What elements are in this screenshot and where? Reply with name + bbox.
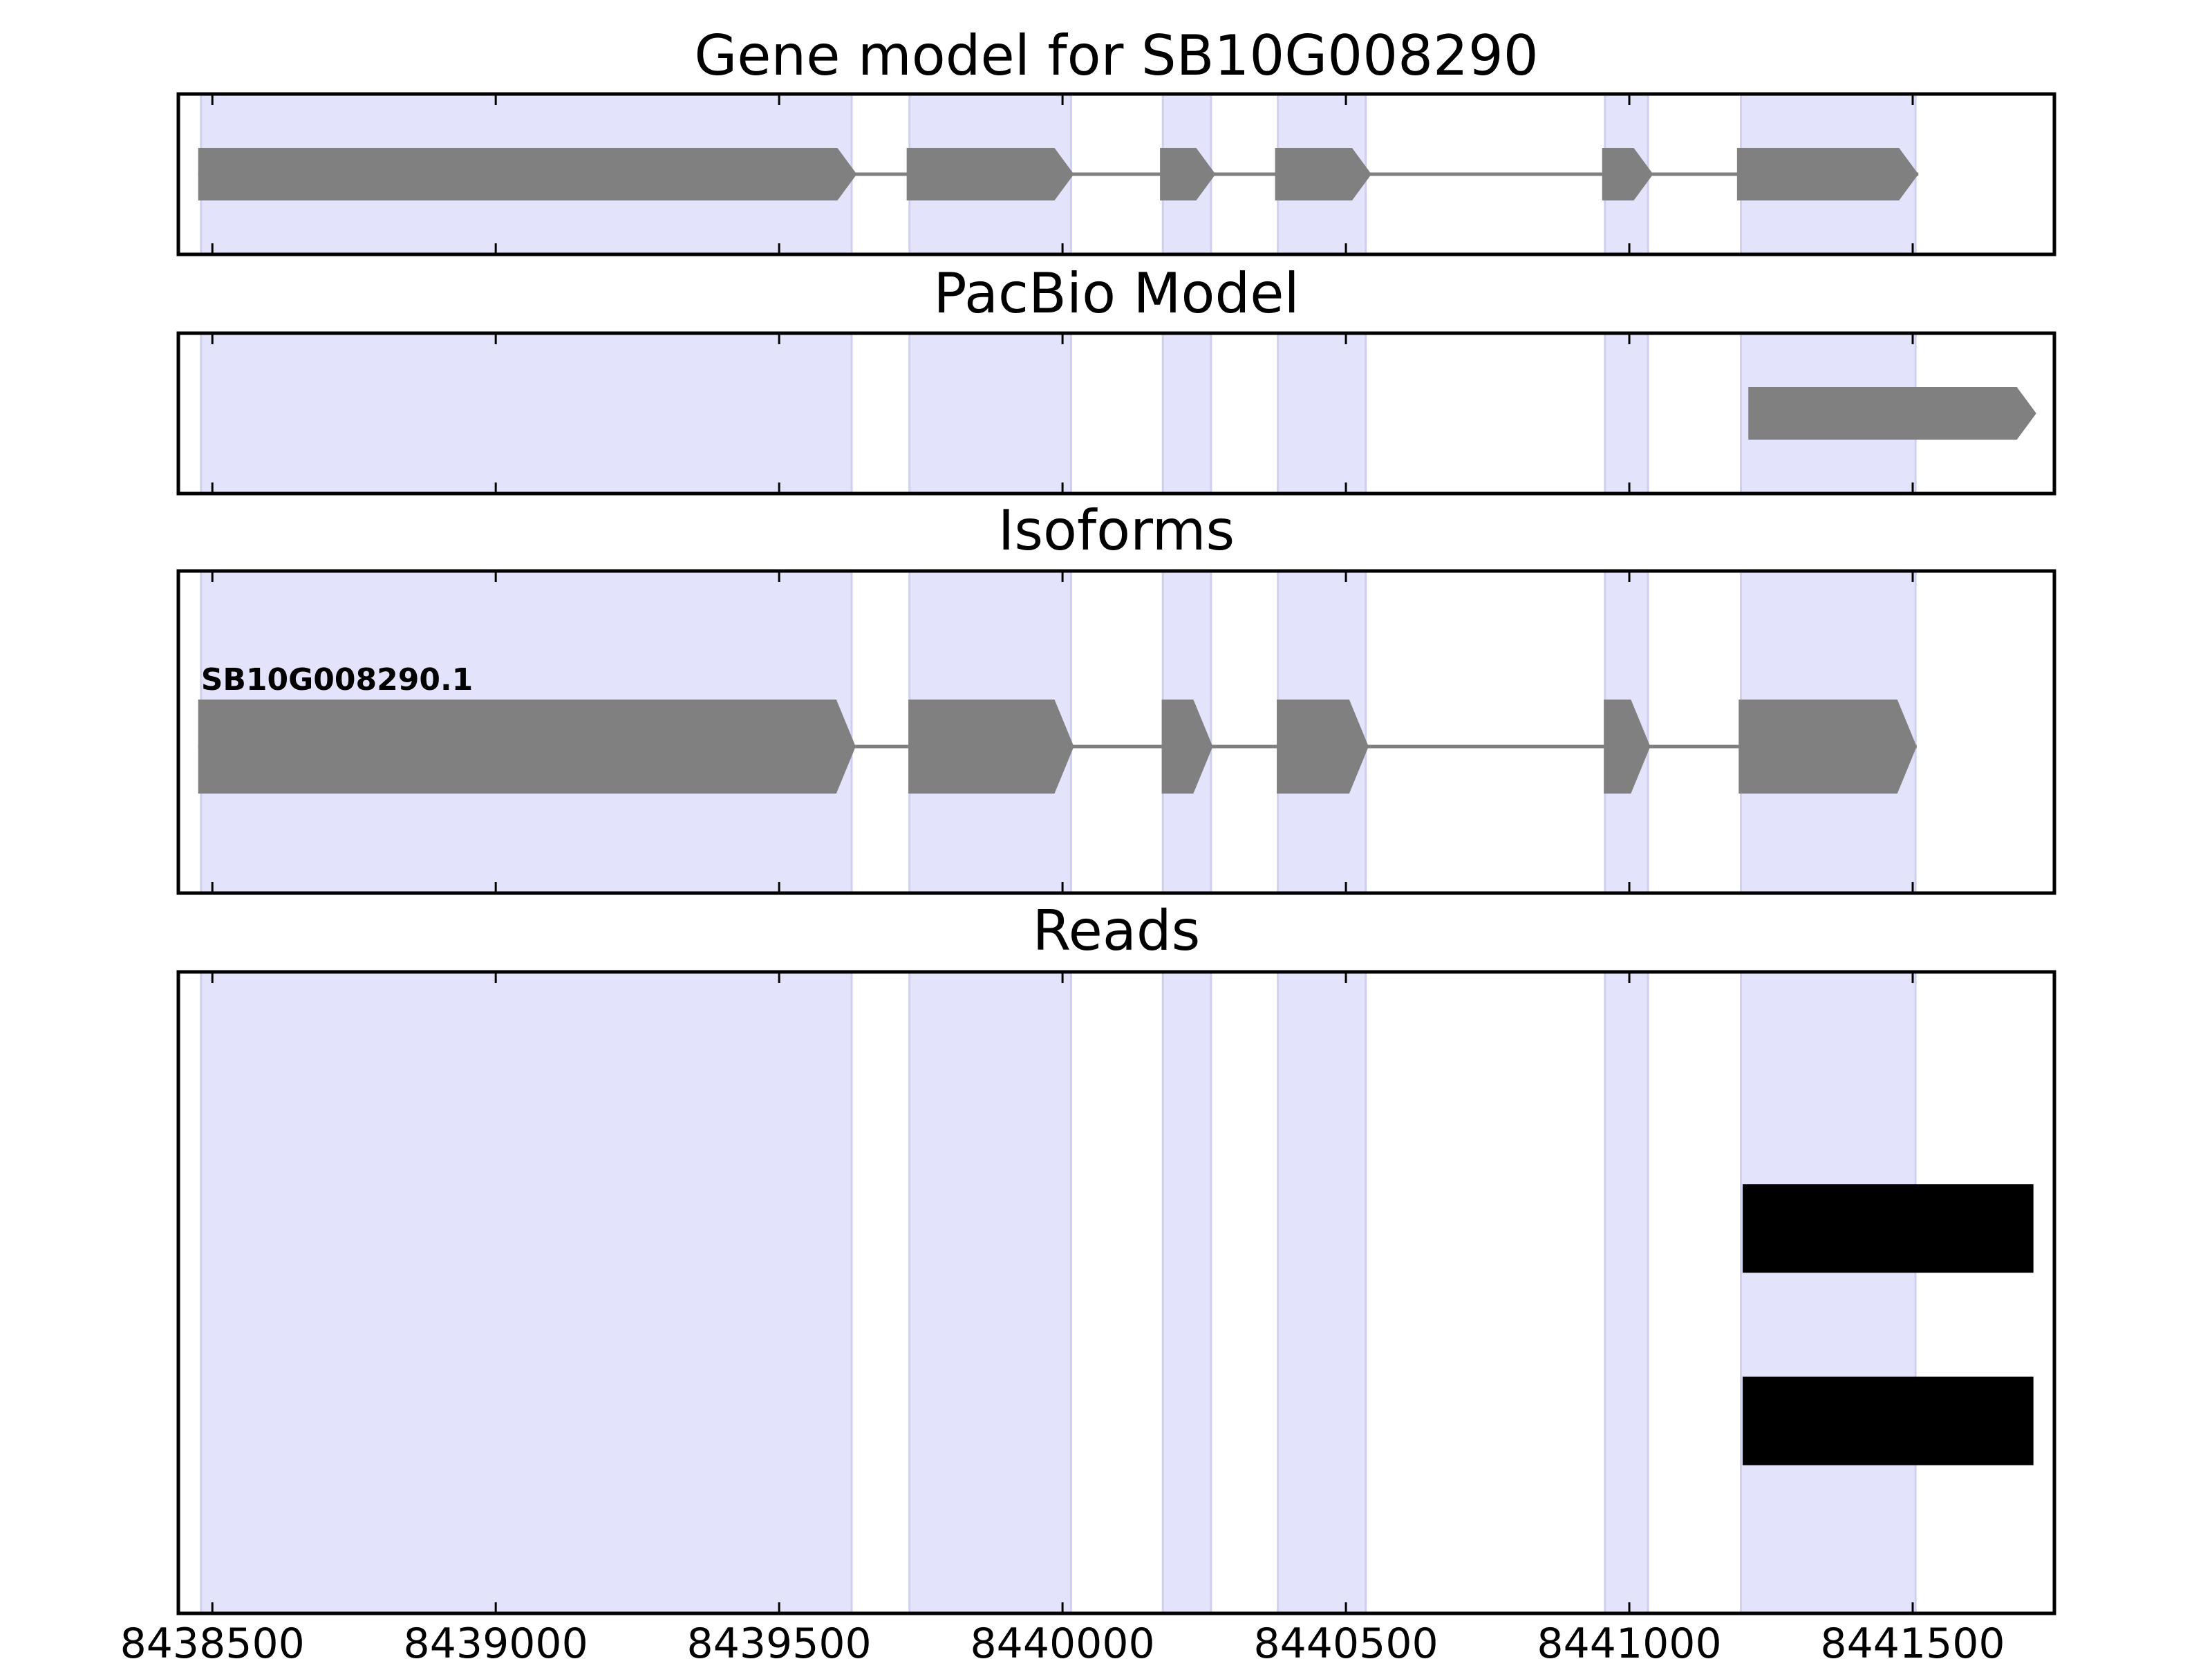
- exon-block: [1277, 700, 1369, 794]
- exon-shading-band: [1161, 332, 1212, 495]
- panel-frame: [176, 92, 2056, 256]
- exon-block: [908, 700, 1074, 794]
- panel-title: Reads: [1033, 899, 1201, 963]
- exon-shading-band: [1740, 971, 1917, 1615]
- exon-shading-band: [200, 332, 853, 495]
- exon-shading-band: [1161, 971, 1212, 1615]
- exon-block: [198, 148, 857, 200]
- exon-block: [1738, 700, 1917, 794]
- exon-shading-band: [1604, 332, 1649, 495]
- exon-block: [198, 700, 856, 794]
- panel-frame: [176, 569, 2056, 895]
- exon-block: [1160, 148, 1216, 200]
- panel-frame: [176, 970, 2056, 1615]
- exon-block: [906, 148, 1074, 200]
- panel-title: Isoforms: [998, 498, 1235, 563]
- exon-block: [1748, 387, 2036, 440]
- x-tick-label: 8439500: [687, 1620, 872, 1659]
- exon-shading-band: [908, 971, 1072, 1615]
- x-tick-label: 8441500: [1820, 1620, 2005, 1659]
- exon-block: [1161, 700, 1213, 794]
- exon-block: [1275, 148, 1371, 200]
- isoform-label: SB10G008290.1: [201, 662, 474, 697]
- x-tick-label: 8440500: [1253, 1620, 1438, 1659]
- exon-shading-band: [908, 332, 1072, 495]
- exon-block: [1604, 700, 1651, 794]
- read-bar: [1743, 1184, 2034, 1273]
- panel-reads: Reads: [176, 899, 2056, 1615]
- exon-shading-band: [1277, 971, 1367, 1615]
- panel-gene_model: Gene model for SB10G008290: [176, 24, 2056, 256]
- exon-shading-band: [1277, 332, 1367, 495]
- exon-shading-band: [1604, 971, 1649, 1615]
- x-tick-label: 8440000: [970, 1620, 1154, 1659]
- panel-pacbio_model: PacBio Model: [176, 261, 2056, 496]
- panel-isoforms: Isoforms SB10G008290.1: [176, 498, 2056, 895]
- panel-title: PacBio Model: [933, 261, 1299, 326]
- panel-frame: [176, 331, 2056, 496]
- exon-block: [1602, 148, 1653, 200]
- x-tick-label: 8438500: [120, 1620, 305, 1659]
- exon-shading-band: [200, 971, 853, 1615]
- x-tick-label: 8439000: [404, 1620, 588, 1659]
- read-bar: [1743, 1376, 2034, 1465]
- x-tick-label: 8441000: [1537, 1620, 1721, 1659]
- exon-block: [1736, 148, 1919, 200]
- panel-title: Gene model for SB10G008290: [694, 24, 1538, 88]
